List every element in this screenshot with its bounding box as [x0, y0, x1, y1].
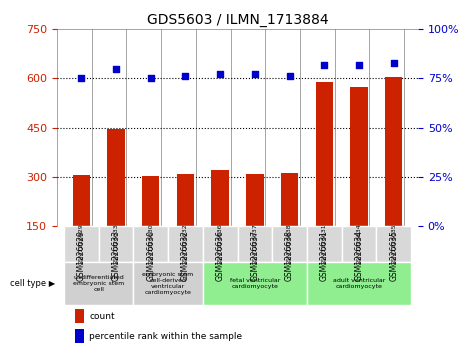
Point [147, 76, 154, 81]
Title: GDS5603 / ILMN_1713884: GDS5603 / ILMN_1713884 [147, 13, 328, 26]
Text: GSM1226632: GSM1226632 [181, 231, 190, 281]
Text: GSM1226631: GSM1226631 [320, 231, 329, 281]
Text: GSM1226636: GSM1226636 [218, 223, 223, 265]
FancyBboxPatch shape [64, 227, 99, 262]
Point [181, 73, 189, 79]
FancyBboxPatch shape [272, 227, 307, 262]
Text: GSM1226631: GSM1226631 [322, 223, 327, 265]
Bar [281, 173, 298, 227]
FancyBboxPatch shape [133, 262, 203, 305]
Point [355, 62, 363, 68]
FancyBboxPatch shape [342, 227, 376, 262]
Text: cell type ▶: cell type ▶ [10, 279, 55, 288]
Text: GSM1226630: GSM1226630 [148, 223, 153, 265]
Text: GSM1226630: GSM1226630 [146, 231, 155, 281]
Text: GSM1226633: GSM1226633 [114, 223, 118, 265]
Bar [385, 77, 402, 227]
Bar [315, 82, 333, 227]
Bar [73, 175, 90, 227]
Text: GSM1226634: GSM1226634 [354, 231, 363, 281]
FancyBboxPatch shape [307, 262, 411, 305]
FancyBboxPatch shape [133, 227, 168, 262]
Text: GSM1226634: GSM1226634 [357, 223, 361, 265]
Point [112, 66, 120, 72]
Text: undifferentiated
embryonic stem
cell: undifferentiated embryonic stem cell [73, 276, 124, 292]
Text: embryonic stem
cell-derived
ventricular
cardiomyocyte: embryonic stem cell-derived ventricular … [142, 273, 194, 295]
Bar [246, 174, 264, 227]
Text: count: count [89, 312, 115, 321]
Point [216, 72, 224, 77]
Text: GSM1226638: GSM1226638 [287, 223, 292, 265]
Bar [350, 87, 368, 227]
Text: GSM1226629: GSM1226629 [79, 223, 84, 265]
Bar [211, 170, 229, 227]
Bar [75, 329, 84, 343]
Text: GSM1226632: GSM1226632 [183, 223, 188, 265]
FancyBboxPatch shape [376, 227, 411, 262]
FancyBboxPatch shape [203, 227, 238, 262]
Text: GSM1226635: GSM1226635 [389, 231, 398, 281]
Text: GSM1226637: GSM1226637 [250, 231, 259, 281]
Point [286, 73, 294, 79]
Text: percentile rank within the sample: percentile rank within the sample [89, 332, 243, 340]
Bar [107, 129, 125, 227]
Point [390, 60, 398, 65]
Text: GSM1226633: GSM1226633 [112, 231, 121, 281]
Text: adult ventricular
cardiomyocyte: adult ventricular cardiomyocyte [333, 278, 385, 289]
FancyBboxPatch shape [64, 262, 133, 305]
Text: GSM1226638: GSM1226638 [285, 231, 294, 281]
FancyBboxPatch shape [203, 262, 307, 305]
FancyBboxPatch shape [168, 227, 203, 262]
Point [251, 72, 259, 77]
Text: fetal ventricular
cardiomyocyte: fetal ventricular cardiomyocyte [230, 278, 280, 289]
FancyBboxPatch shape [307, 227, 342, 262]
FancyBboxPatch shape [99, 227, 133, 262]
Point [77, 76, 85, 81]
FancyBboxPatch shape [238, 227, 272, 262]
Text: GSM1226635: GSM1226635 [391, 223, 396, 265]
Bar [75, 309, 84, 323]
Bar [142, 176, 160, 227]
Bar [177, 174, 194, 227]
Text: GSM1226637: GSM1226637 [252, 223, 257, 265]
Text: GSM1226636: GSM1226636 [216, 231, 225, 281]
Text: GSM1226629: GSM1226629 [77, 231, 86, 281]
Point [321, 62, 328, 68]
